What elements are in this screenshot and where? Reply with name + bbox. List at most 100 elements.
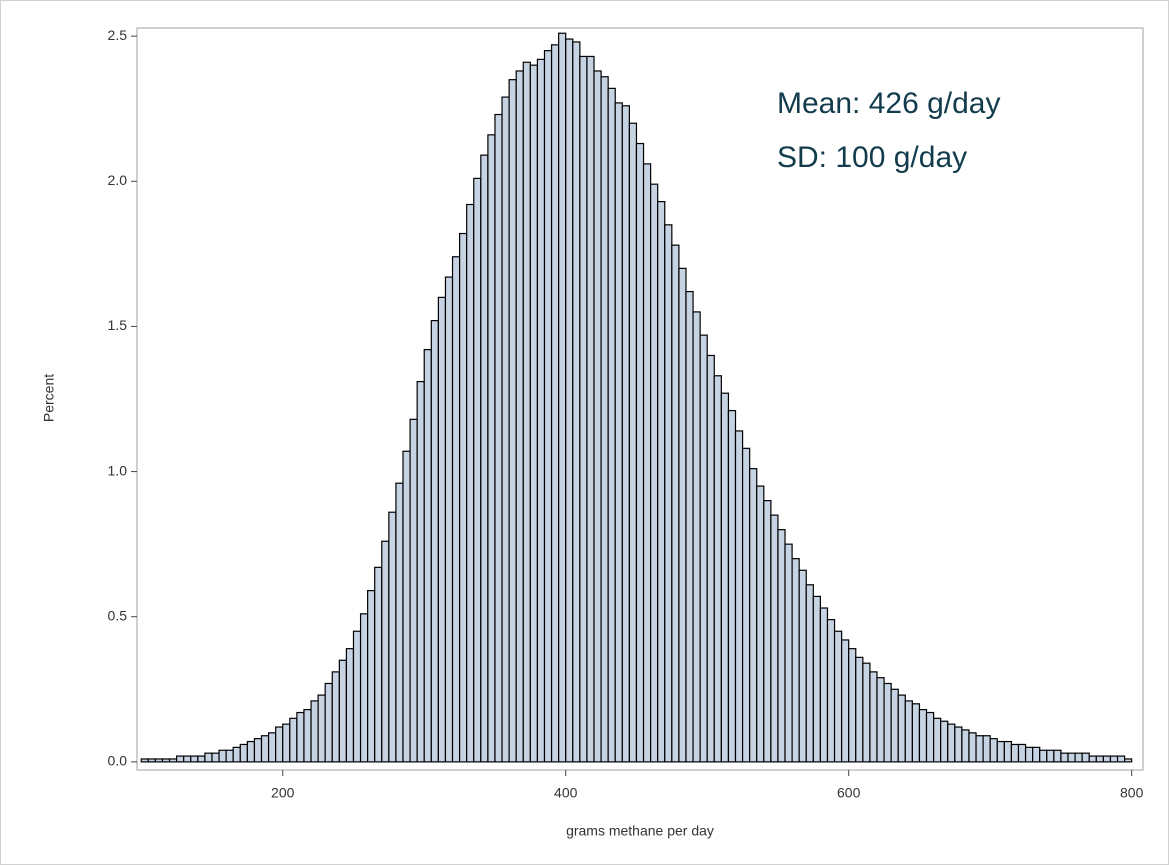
bar <box>176 755 185 763</box>
bar <box>1017 743 1027 763</box>
bar <box>550 44 560 763</box>
y-tick-label: 1.0 <box>108 462 128 478</box>
bar <box>741 447 751 763</box>
bar <box>211 752 220 763</box>
bar <box>324 682 333 763</box>
bar <box>1060 752 1069 763</box>
bar <box>168 758 178 763</box>
bar <box>678 267 687 763</box>
bar <box>925 711 935 763</box>
bar <box>423 349 432 763</box>
bar <box>706 354 715 763</box>
bar <box>1109 755 1119 763</box>
bar <box>303 709 312 763</box>
bar <box>650 183 659 763</box>
bar <box>543 50 553 763</box>
bar <box>494 113 503 763</box>
bar <box>147 758 156 763</box>
bar <box>692 311 701 763</box>
bar <box>388 511 397 763</box>
plot-frame <box>136 27 1144 771</box>
bar <box>727 410 737 763</box>
bar <box>239 743 248 763</box>
bar <box>628 122 638 763</box>
bar <box>593 70 602 763</box>
bar <box>338 659 348 763</box>
bar <box>246 740 256 763</box>
bar <box>975 735 984 763</box>
bar <box>777 529 786 763</box>
bar <box>253 738 263 763</box>
bar <box>826 619 836 763</box>
bar <box>819 607 829 763</box>
bar <box>770 514 779 763</box>
bar <box>558 32 567 763</box>
bar <box>416 380 425 763</box>
bar <box>968 732 977 763</box>
bar <box>841 639 850 763</box>
bar <box>317 694 326 763</box>
bar <box>911 703 921 763</box>
bar <box>642 163 652 763</box>
x-tick-label: 400 <box>554 785 578 801</box>
bar <box>1067 752 1076 763</box>
bar <box>487 134 496 763</box>
bar <box>367 589 376 763</box>
bar <box>1003 740 1013 763</box>
bar <box>140 758 149 763</box>
bar <box>989 738 998 763</box>
bar <box>161 758 171 763</box>
bar <box>635 142 645 763</box>
bar <box>720 392 730 763</box>
y-tick-label: 1.5 <box>108 317 128 333</box>
bar <box>699 334 708 763</box>
bar <box>876 677 885 763</box>
bar <box>918 709 928 763</box>
bar <box>664 224 673 763</box>
bar <box>536 58 546 763</box>
bar <box>685 290 694 763</box>
bar <box>289 717 298 763</box>
bar <box>798 569 807 763</box>
bar <box>734 430 744 763</box>
bar <box>501 96 510 763</box>
bar <box>296 711 305 763</box>
bar <box>749 468 758 763</box>
bar <box>855 656 864 763</box>
y-axis-label: Percent <box>41 374 57 422</box>
bar <box>890 688 899 763</box>
bar <box>904 700 913 763</box>
bar <box>480 154 489 763</box>
bar <box>402 450 411 763</box>
bar <box>381 540 390 763</box>
x-tick-label: 600 <box>837 785 861 801</box>
bar <box>1116 755 1126 763</box>
bar <box>1102 755 1112 763</box>
bar <box>621 105 630 763</box>
bar <box>763 500 772 763</box>
y-tick-label: 2.5 <box>108 27 128 43</box>
bar <box>437 296 447 763</box>
bar <box>154 758 164 763</box>
bar <box>430 320 439 763</box>
bar <box>451 256 461 763</box>
bar <box>586 55 595 763</box>
bar <box>183 755 192 763</box>
bar <box>883 682 892 763</box>
annotation: SD: 100 g/day <box>777 141 967 174</box>
bar <box>657 200 666 763</box>
bar <box>374 566 383 763</box>
bar <box>1053 749 1062 763</box>
bar <box>395 482 404 763</box>
bar <box>1032 746 1041 763</box>
bar <box>218 749 227 763</box>
bar <box>508 79 517 763</box>
bar <box>833 630 843 763</box>
bar <box>197 755 206 763</box>
bar <box>466 203 475 763</box>
bar <box>345 648 355 763</box>
bar <box>947 723 956 763</box>
bar <box>996 740 1005 763</box>
bar <box>310 700 319 763</box>
